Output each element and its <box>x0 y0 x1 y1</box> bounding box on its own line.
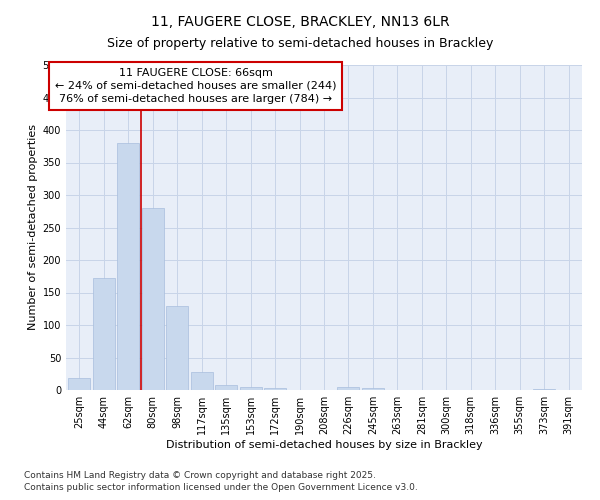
Bar <box>142 208 164 390</box>
Bar <box>215 385 237 390</box>
Bar <box>166 306 188 390</box>
Bar <box>337 388 359 390</box>
Bar <box>264 388 286 390</box>
Bar <box>93 278 115 390</box>
Text: 11, FAUGERE CLOSE, BRACKLEY, NN13 6LR: 11, FAUGERE CLOSE, BRACKLEY, NN13 6LR <box>151 15 449 29</box>
X-axis label: Distribution of semi-detached houses by size in Brackley: Distribution of semi-detached houses by … <box>166 440 482 450</box>
Text: Contains public sector information licensed under the Open Government Licence v3: Contains public sector information licen… <box>24 484 418 492</box>
Text: Contains HM Land Registry data © Crown copyright and database right 2025.: Contains HM Land Registry data © Crown c… <box>24 471 376 480</box>
Bar <box>533 388 555 390</box>
Bar <box>362 388 384 390</box>
Text: 11 FAUGERE CLOSE: 66sqm
← 24% of semi-detached houses are smaller (244)
76% of s: 11 FAUGERE CLOSE: 66sqm ← 24% of semi-de… <box>55 68 337 104</box>
Text: Size of property relative to semi-detached houses in Brackley: Size of property relative to semi-detach… <box>107 38 493 51</box>
Bar <box>68 378 91 390</box>
Bar <box>118 143 139 390</box>
Y-axis label: Number of semi-detached properties: Number of semi-detached properties <box>28 124 38 330</box>
Bar <box>239 387 262 390</box>
Bar <box>191 372 213 390</box>
